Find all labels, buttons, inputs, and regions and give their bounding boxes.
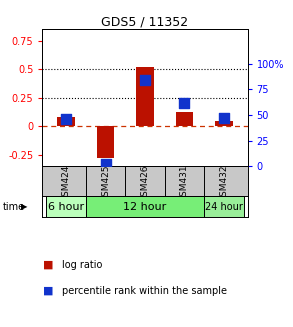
Text: ▶: ▶ [21,202,28,211]
Text: GSM424: GSM424 [62,164,71,201]
Text: log ratio: log ratio [62,260,102,270]
Text: 12 hour: 12 hour [123,202,167,212]
Bar [215,121,233,127]
Bar [97,127,115,158]
Text: GSM426: GSM426 [141,164,149,201]
Point [103,162,108,167]
Text: time: time [3,202,25,212]
Bar [57,117,75,127]
Text: percentile rank within the sample: percentile rank within the sample [62,286,226,296]
Text: GSM432: GSM432 [219,164,229,201]
Bar [176,112,193,127]
Point [222,115,226,121]
Text: 6 hour: 6 hour [48,202,84,212]
Text: GSM431: GSM431 [180,164,189,202]
Text: ■: ■ [42,260,53,270]
Point [64,116,69,122]
Point [182,100,187,105]
Bar [46,196,86,217]
Text: ■: ■ [42,286,53,296]
Bar [86,196,204,217]
Bar [204,196,244,217]
Text: 24 hour: 24 hour [205,202,243,212]
Point [143,77,147,83]
Text: GSM425: GSM425 [101,164,110,201]
Title: GDS5 / 11352: GDS5 / 11352 [101,15,189,28]
Bar [136,67,154,127]
